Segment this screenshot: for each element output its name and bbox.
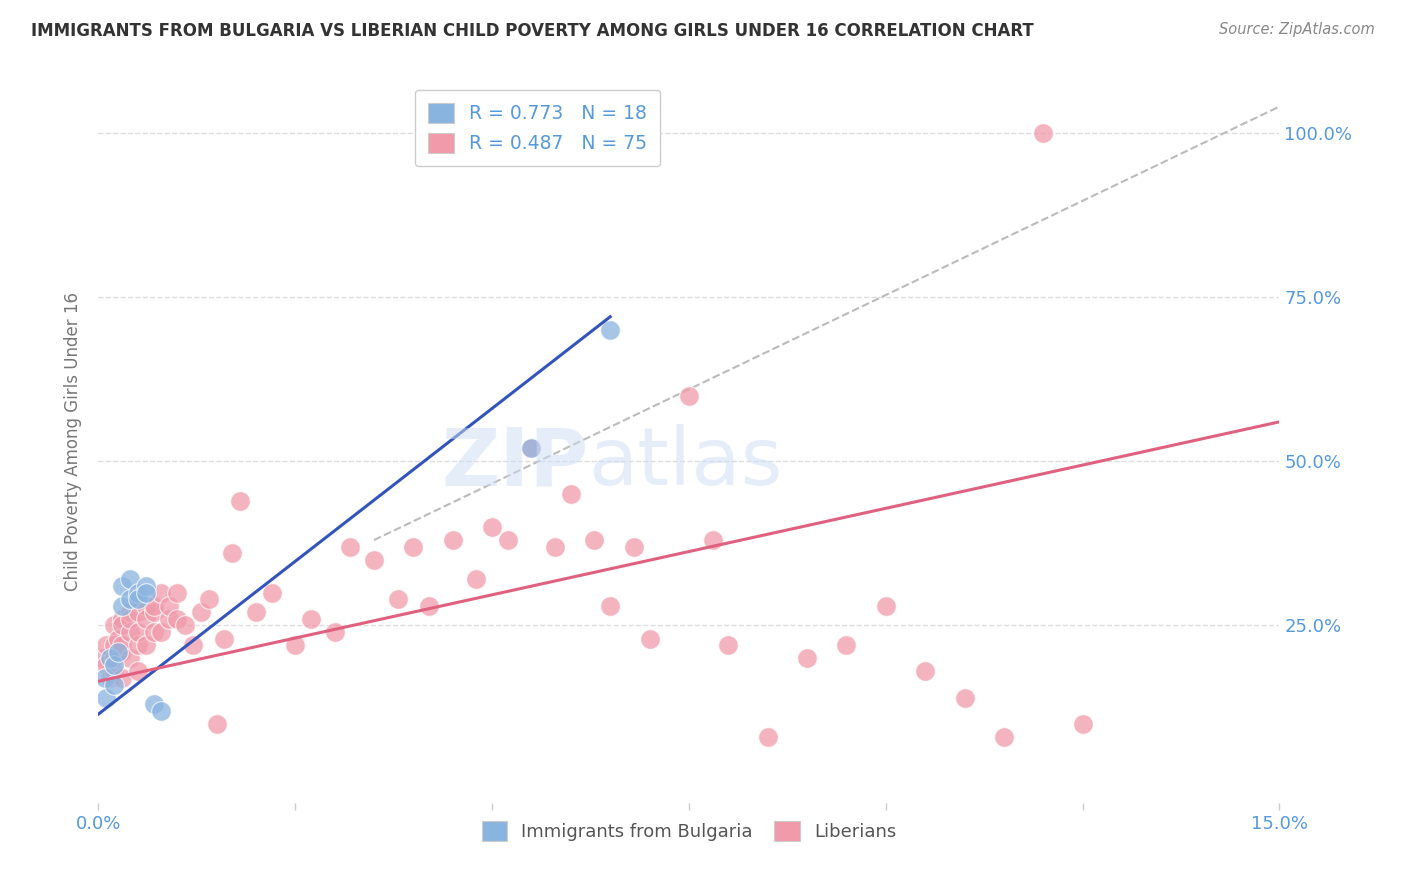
Point <box>111 671 134 685</box>
Point <box>96 657 118 672</box>
Point <box>835 638 858 652</box>
Point <box>118 625 141 640</box>
Point <box>103 677 125 691</box>
Legend: Immigrants from Bulgaria, Liberians: Immigrants from Bulgaria, Liberians <box>474 814 904 848</box>
Point <box>127 585 149 599</box>
Point <box>544 540 567 554</box>
Point <box>520 441 543 455</box>
Point <box>91 651 114 665</box>
Point <box>229 493 252 508</box>
Point <box>93 671 115 685</box>
Point <box>118 612 141 626</box>
Point <box>107 632 129 646</box>
Point <box>96 690 118 705</box>
Point <box>98 671 121 685</box>
Point <box>135 638 157 652</box>
Text: ZIP: ZIP <box>441 425 589 502</box>
Point <box>717 638 740 652</box>
Point <box>197 592 219 607</box>
Point <box>135 599 157 613</box>
Point <box>496 533 519 547</box>
Point <box>221 546 243 560</box>
Point <box>142 605 165 619</box>
Point <box>402 540 425 554</box>
Point <box>142 599 165 613</box>
Point <box>260 585 283 599</box>
Point <box>214 632 236 646</box>
Point <box>953 690 976 705</box>
Point <box>103 665 125 679</box>
Point <box>150 625 173 640</box>
Point <box>190 605 212 619</box>
Point <box>118 592 141 607</box>
Point <box>560 487 582 501</box>
Point <box>111 612 134 626</box>
Point <box>127 638 149 652</box>
Point <box>299 612 322 626</box>
Point <box>118 651 141 665</box>
Point <box>111 638 134 652</box>
Point <box>127 625 149 640</box>
Point <box>441 533 464 547</box>
Point <box>1071 717 1094 731</box>
Point <box>796 651 818 665</box>
Point <box>103 651 125 665</box>
Point <box>638 632 661 646</box>
Point <box>323 625 346 640</box>
Point <box>157 599 180 613</box>
Point <box>103 657 125 672</box>
Point <box>142 698 165 712</box>
Point <box>1032 126 1054 140</box>
Point <box>118 605 141 619</box>
Text: IMMIGRANTS FROM BULGARIA VS LIBERIAN CHILD POVERTY AMONG GIRLS UNDER 16 CORRELAT: IMMIGRANTS FROM BULGARIA VS LIBERIAN CHI… <box>31 22 1033 40</box>
Point <box>875 599 897 613</box>
Point <box>150 585 173 599</box>
Point <box>481 520 503 534</box>
Point <box>245 605 267 619</box>
Point <box>599 599 621 613</box>
Point <box>166 585 188 599</box>
Point <box>98 651 121 665</box>
Point <box>96 638 118 652</box>
Point <box>111 579 134 593</box>
Text: atlas: atlas <box>589 425 783 502</box>
Point <box>142 625 165 640</box>
Y-axis label: Child Poverty Among Girls Under 16: Child Poverty Among Girls Under 16 <box>63 292 82 591</box>
Point <box>339 540 361 554</box>
Point <box>118 573 141 587</box>
Point <box>111 645 134 659</box>
Point <box>387 592 409 607</box>
Point <box>205 717 228 731</box>
Point <box>111 618 134 632</box>
Point <box>103 638 125 652</box>
Point <box>363 553 385 567</box>
Point <box>702 533 724 547</box>
Point <box>756 730 779 744</box>
Point <box>111 599 134 613</box>
Point <box>135 579 157 593</box>
Point <box>623 540 645 554</box>
Point <box>418 599 440 613</box>
Point <box>520 441 543 455</box>
Point <box>993 730 1015 744</box>
Point <box>127 605 149 619</box>
Point <box>174 618 197 632</box>
Point <box>157 612 180 626</box>
Point <box>599 323 621 337</box>
Point <box>135 612 157 626</box>
Point <box>181 638 204 652</box>
Point <box>583 533 606 547</box>
Point <box>103 618 125 632</box>
Point <box>135 585 157 599</box>
Point <box>127 665 149 679</box>
Point <box>150 704 173 718</box>
Point <box>127 592 149 607</box>
Point <box>107 645 129 659</box>
Point <box>284 638 307 652</box>
Point <box>914 665 936 679</box>
Point <box>465 573 488 587</box>
Point <box>166 612 188 626</box>
Point <box>678 388 700 402</box>
Text: Source: ZipAtlas.com: Source: ZipAtlas.com <box>1219 22 1375 37</box>
